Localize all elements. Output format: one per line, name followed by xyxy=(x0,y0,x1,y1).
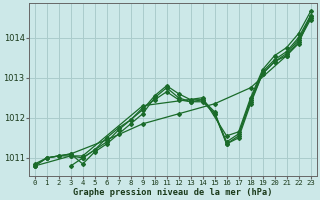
X-axis label: Graphe pression niveau de la mer (hPa): Graphe pression niveau de la mer (hPa) xyxy=(73,188,272,197)
